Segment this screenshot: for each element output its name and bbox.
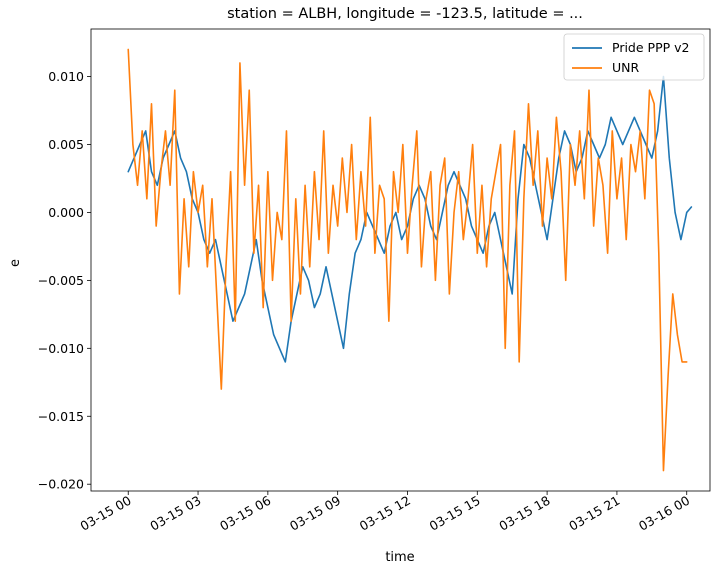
y-tick-label: 0.010 <box>48 69 84 84</box>
plot-frame <box>90 28 711 492</box>
y-tick-label: 0.000 <box>48 205 84 220</box>
chart-title: station = ALBH, longitude = -123.5, lati… <box>227 6 583 22</box>
x-tick-label: 03-15 00 <box>78 493 134 534</box>
x-tick-label: 03-15 09 <box>287 493 343 534</box>
y-axis: −0.020 −0.015 −0.010 −0.005 0.000 0.005 0.010 <box>38 69 91 492</box>
y-tick-label: 0.005 <box>48 137 84 152</box>
x-tick-label: 03-15 12 <box>357 493 413 534</box>
x-tick-label: 03-15 21 <box>566 493 622 534</box>
x-axis-label: time <box>385 550 414 565</box>
y-tick-label: −0.010 <box>38 341 84 356</box>
series-line-pride-ppp-v2 <box>127 75 693 363</box>
legend: Pride PPP v2 UNR <box>563 33 705 81</box>
x-tick-label: 03-15 03 <box>147 493 203 534</box>
x-tick-label: 03-15 06 <box>217 493 273 534</box>
y-tick-label: −0.020 <box>38 477 84 492</box>
y-tick-label: −0.005 <box>38 273 84 288</box>
legend-label-unr: UNR <box>612 60 639 75</box>
series-line-unr <box>127 48 688 472</box>
x-tick-label: 03-15 18 <box>496 493 552 534</box>
x-axis: 03-15 00 03-15 03 03-15 06 03-15 09 03-15 12… <box>78 491 692 534</box>
series-layer <box>127 48 693 472</box>
x-tick-label: 03-15 15 <box>427 493 483 534</box>
y-axis-label: e <box>8 259 23 267</box>
x-tick-label: 03-16 00 <box>636 493 692 534</box>
plot-area <box>127 48 693 472</box>
y-tick-label: −0.015 <box>38 409 84 424</box>
legend-label-pride: Pride PPP v2 <box>612 40 689 55</box>
